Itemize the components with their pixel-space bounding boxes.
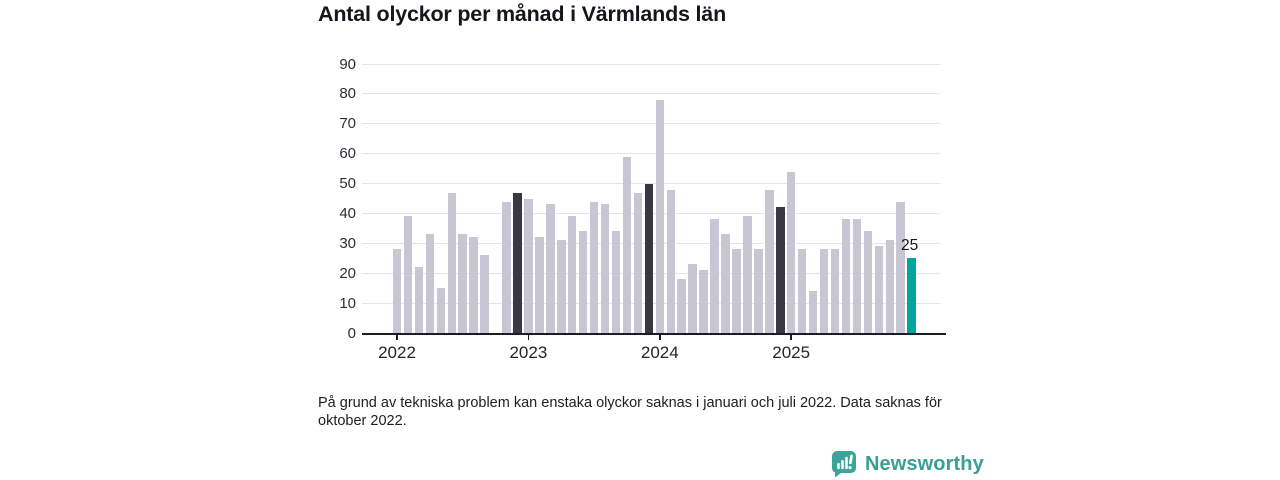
gridline-60 — [362, 153, 940, 155]
bar-2025-01 — [786, 171, 796, 333]
bar-2023-01 — [524, 198, 533, 333]
bar-2022-01 — [392, 249, 402, 333]
x-axis-tick-2024 — [659, 335, 661, 340]
bar-2025-07 — [852, 219, 862, 333]
y-axis-label-80: 80 — [339, 85, 356, 103]
y-axis-label-60: 60 — [339, 145, 356, 163]
bar-2025-09 — [874, 246, 884, 333]
bar-2024-06 — [710, 219, 719, 333]
footnote-line-1: På grund av tekniska problem kan enstaka… — [318, 395, 942, 411]
bar-2023-07 — [589, 201, 599, 333]
bar-2022-03 — [414, 267, 424, 333]
bar-2023-02 — [535, 237, 544, 333]
x-axis-tick-2022 — [396, 335, 398, 340]
bar-2023-03 — [546, 204, 555, 333]
bar-2024-10 — [754, 249, 763, 333]
bar-2022-06 — [447, 192, 456, 333]
bar-2024-01 — [655, 99, 665, 333]
bar-2023-04 — [557, 240, 566, 333]
bar-2023-05 — [567, 216, 577, 333]
y-axis-label-20: 20 — [339, 264, 356, 282]
y-axis-label-40: 40 — [339, 204, 356, 222]
bar-2025-10 — [885, 240, 894, 333]
bar-2023-08 — [600, 204, 610, 333]
bar-2024-02 — [666, 189, 675, 333]
newsworthy-wordmark: Newsworthy — [865, 452, 984, 475]
bar-2025-12 — [907, 258, 916, 333]
bar-2022-12 — [513, 192, 522, 333]
y-axis-label-0: 0 — [347, 324, 356, 342]
bar-2024-12 — [776, 207, 785, 333]
x-axis-tick-2025 — [790, 335, 792, 340]
y-axis-label-10: 10 — [339, 294, 356, 312]
x-axis-label-2022: 2022 — [378, 343, 416, 362]
bar-2024-09 — [743, 216, 752, 333]
x-axis-label-2024: 2024 — [640, 343, 679, 362]
bar-2022-02 — [403, 216, 413, 333]
x-axis-label-2025: 2025 — [772, 343, 811, 362]
bar-2025-05 — [830, 249, 840, 333]
bar-2023-12 — [644, 183, 654, 333]
bar-2022-08 — [469, 237, 478, 333]
gridline-50 — [362, 183, 940, 185]
newsworthy-speech-bubble-bar-chart-icon — [832, 451, 856, 478]
bar-2022-04 — [425, 234, 435, 333]
bar-2024-07 — [721, 234, 730, 333]
bar-2024-11 — [765, 189, 774, 333]
bar-2025-04 — [819, 249, 829, 333]
bar-2023-10 — [622, 156, 632, 333]
gridline-0 — [362, 333, 946, 335]
bar-2023-11 — [633, 192, 643, 333]
gridline-70 — [362, 123, 940, 125]
bar-2025-03 — [808, 291, 818, 333]
plot-area: 0 10 20 30 40 50 60 70 80 90 2022 2023 2024 2025 25 — [339, 57, 946, 362]
bar-2022-05 — [436, 288, 446, 333]
bar-2025-06 — [841, 219, 851, 333]
bar-2023-06 — [578, 231, 588, 333]
y-axis-label-50: 50 — [339, 175, 356, 193]
bar-2024-05 — [699, 270, 708, 333]
bar-2024-08 — [732, 249, 741, 333]
bar-2025-02 — [797, 249, 807, 333]
gridline-80 — [362, 93, 940, 95]
bar-2025-08 — [863, 231, 873, 333]
bar-2022-07 — [458, 234, 467, 333]
bar-2025-11 — [896, 201, 905, 333]
x-axis-tick-2023 — [527, 335, 530, 340]
y-axis-label-30: 30 — [339, 234, 356, 252]
newsworthy-branding: Newsworthy — [831, 449, 984, 479]
bar-2022-11 — [502, 201, 511, 333]
bar-2024-03 — [677, 279, 686, 333]
footnote: På grund av tekniska problem kan enstaka… — [318, 394, 942, 430]
bar-2023-09 — [611, 231, 621, 333]
bar-2022-09 — [480, 255, 489, 333]
chart-title: Antal olyckor per månad i Värmlands län — [318, 2, 726, 26]
bar-2024-04 — [688, 264, 697, 333]
y-axis-label-90: 90 — [339, 55, 356, 73]
gridline-90 — [362, 63, 940, 65]
footnote-line-2: oktober 2022. — [318, 413, 407, 429]
highlight-bar-value-label: 25 — [901, 237, 919, 255]
x-axis-label-2023: 2023 — [509, 343, 548, 362]
y-axis-label-70: 70 — [339, 115, 356, 133]
